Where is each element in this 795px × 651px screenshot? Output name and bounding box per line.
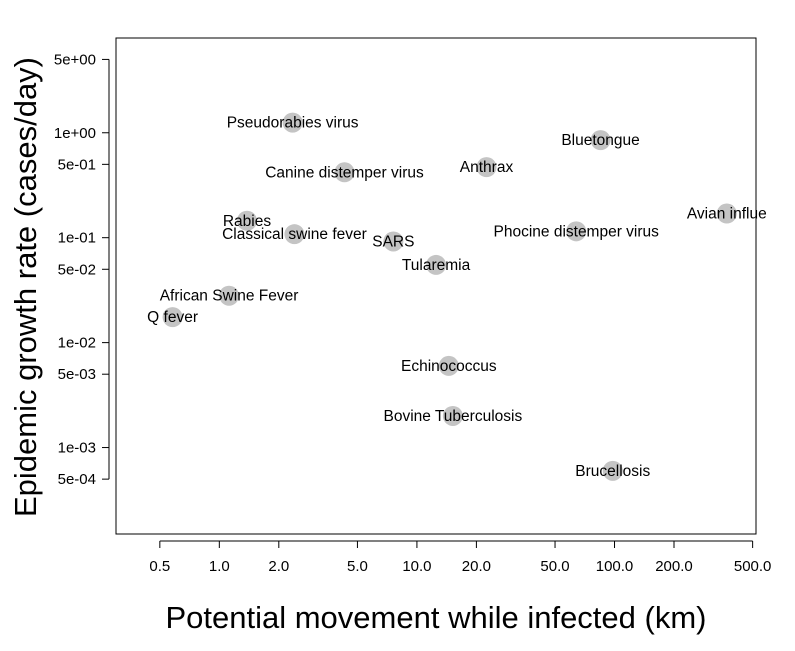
y-tick-label: 5e+00 (54, 51, 96, 68)
data-point (590, 130, 611, 151)
data-point (282, 112, 303, 133)
y-tick-label: 5e-04 (58, 471, 96, 488)
data-point-label: Avian influe (687, 206, 767, 223)
x-tick-label: 20.0 (462, 558, 491, 575)
x-tick-label: 200.0 (655, 558, 693, 575)
data-point-label: African Swine Fever (160, 288, 299, 305)
x-axis-title: Potential movement while infected (km) (165, 600, 706, 635)
data-point (236, 210, 257, 231)
data-point-label: Echinococcus (401, 358, 497, 375)
x-tick-label: 500.0 (734, 558, 772, 575)
data-point-label: Phocine distemper virus (494, 223, 660, 240)
data-point-label: Brucellosis (575, 463, 650, 480)
data-point-label: Q fever (147, 309, 198, 326)
x-tick-label: 2.0 (268, 558, 289, 575)
plot-frame (115, 37, 757, 535)
data-point-label: Anthrax (460, 159, 514, 176)
data-point-label: Classical swine fever (222, 226, 367, 243)
data-point (162, 307, 183, 328)
y-tick-label: 5e-03 (58, 366, 96, 383)
data-point (219, 285, 240, 306)
data-point-label: SARS (372, 233, 414, 250)
x-tick-label: 10.0 (402, 558, 431, 575)
data-point (426, 254, 447, 275)
data-point-label: Rabies (223, 213, 271, 230)
x-tick-label: 50.0 (540, 558, 569, 575)
data-point (476, 157, 497, 178)
data-point (716, 203, 737, 224)
data-point-label: Pseudorabies virus (227, 115, 359, 132)
y-tick-label: 5e-01 (58, 156, 96, 173)
y-tick-label: 1e+00 (54, 125, 96, 142)
data-labels: Pseudorabies virus Bluetongue Canine diste… (147, 115, 767, 480)
x-tick-label: 0.5 (149, 558, 170, 575)
data-point (566, 221, 587, 242)
data-point-label: Bovine Tuberculosis (383, 408, 522, 425)
data-point-label: Tularemia (402, 257, 471, 274)
y-tick-label: 1e-02 (58, 335, 96, 352)
x-axis: 0.5 1.0 2.0 5.0 10.0 20.0 50.0 100.0 200.0 500.0 (149, 540, 772, 575)
data-point (284, 224, 305, 245)
data-point-label: Bluetongue (561, 132, 639, 149)
y-tick-label: 1e-03 (58, 440, 96, 457)
y-tick-label: 1e-01 (58, 230, 96, 247)
x-tick-label: 100.0 (596, 558, 634, 575)
data-point (383, 231, 404, 252)
data-point (442, 405, 463, 426)
data-point (438, 355, 459, 376)
x-tick-label: 1.0 (209, 558, 230, 575)
x-tick-label: 5.0 (347, 558, 368, 575)
y-axis-title: Epidemic growth rate (cases/day) (8, 57, 43, 517)
data-points (162, 112, 737, 481)
y-axis: 5e+00 1e+00 5e-01 1e-01 5e-02 1e-02 5e-03 1e-03… (54, 51, 110, 488)
data-point (602, 460, 623, 481)
data-point-label: Canine distemper virus (265, 164, 424, 181)
y-tick-label: 5e-02 (58, 261, 96, 278)
data-point (334, 162, 355, 183)
